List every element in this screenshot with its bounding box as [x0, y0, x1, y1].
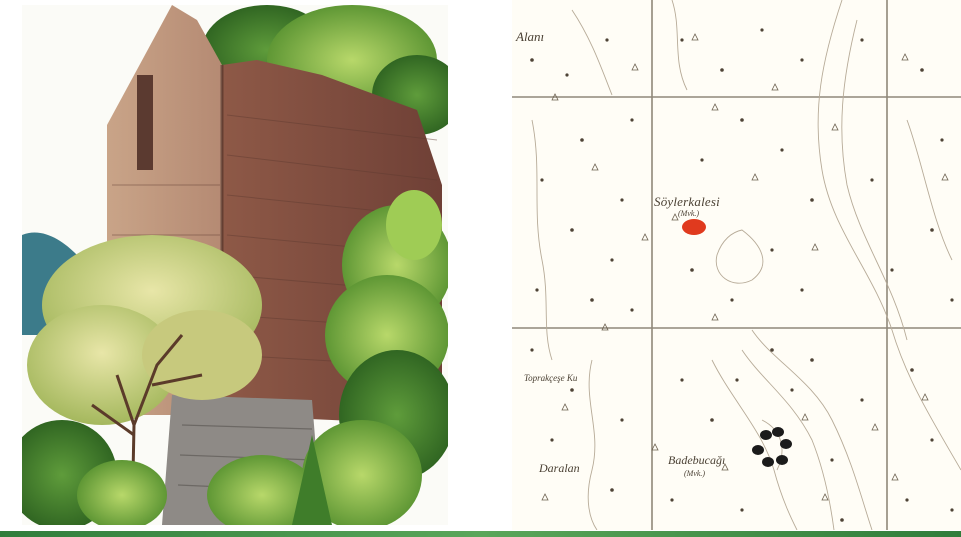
- map-graphic: [512, 0, 961, 530]
- map-label-soylerkalesi: Söylerkalesi: [654, 194, 720, 209]
- red-site-marker: [682, 219, 706, 235]
- map-grid: [512, 0, 961, 530]
- map-label-daralan: Daralan: [539, 461, 580, 475]
- ruin-photo: [22, 5, 448, 525]
- map-contours: [531, 0, 961, 530]
- map-label-badebucagi: Badebucağı: [668, 453, 726, 467]
- black-ring-marker: [752, 427, 792, 467]
- map-label-badebucagi-sub: (Mvk.): [684, 469, 706, 478]
- map-label-soylerkalesi-sub: (Mvk.): [678, 209, 700, 218]
- map-symbols: [530, 28, 954, 522]
- topographic-map: Alanı Söylerkalesi (Mvk.) Toprakçeşe Ku …: [512, 0, 961, 530]
- map-label-alani: Alanı: [516, 29, 545, 44]
- bottom-accent-bar: [0, 531, 961, 537]
- map-tree-symbols: [541, 33, 949, 501]
- map-label-toprakcese: Toprakçeşe Ku: [524, 373, 578, 383]
- ruin-photo-illustration: [22, 5, 448, 525]
